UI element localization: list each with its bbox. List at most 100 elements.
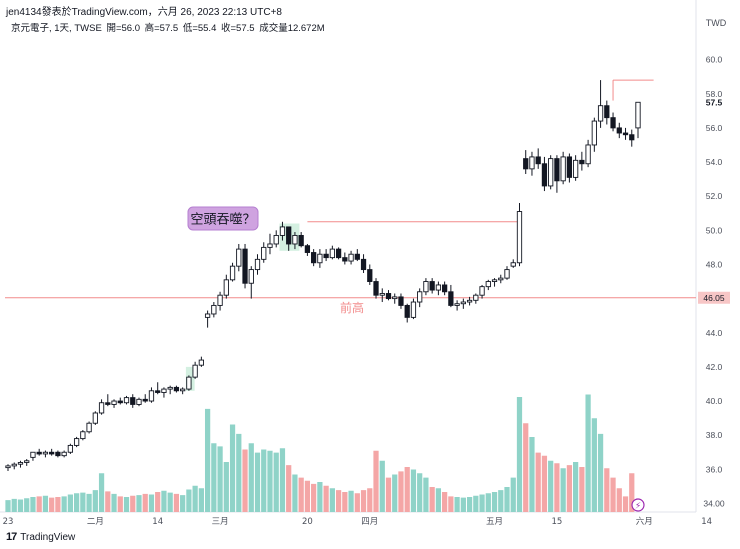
candle[interactable] bbox=[186, 375, 192, 391]
candle[interactable] bbox=[622, 127, 629, 140]
candle[interactable] bbox=[504, 266, 510, 280]
candle[interactable] bbox=[585, 139, 591, 168]
candle[interactable] bbox=[161, 387, 167, 398]
candle[interactable] bbox=[610, 112, 616, 132]
candle[interactable] bbox=[491, 278, 498, 287]
candle[interactable] bbox=[261, 242, 267, 263]
brand-label[interactable]: TradingView bbox=[20, 531, 76, 543]
candle[interactable] bbox=[442, 281, 448, 296]
candle[interactable] bbox=[342, 252, 348, 265]
candle[interactable] bbox=[42, 450, 49, 458]
candle[interactable] bbox=[317, 249, 323, 268]
candle[interactable] bbox=[529, 151, 535, 176]
candle[interactable] bbox=[560, 151, 566, 185]
candle[interactable] bbox=[479, 284, 485, 299]
candle[interactable] bbox=[198, 356, 204, 367]
candle[interactable] bbox=[392, 293, 398, 304]
candle[interactable] bbox=[510, 259, 516, 268]
candle[interactable] bbox=[498, 274, 504, 284]
candle[interactable] bbox=[466, 296, 473, 306]
tradingview-logo-icon[interactable]: 17 bbox=[6, 531, 17, 543]
candle[interactable] bbox=[192, 361, 198, 379]
candle[interactable] bbox=[591, 117, 597, 152]
candle[interactable] bbox=[460, 298, 466, 309]
candle[interactable] bbox=[223, 274, 229, 299]
candle[interactable] bbox=[236, 243, 242, 272]
candle[interactable] bbox=[80, 430, 86, 441]
candle[interactable] bbox=[335, 247, 342, 260]
candle[interactable] bbox=[597, 80, 604, 128]
candle[interactable] bbox=[329, 245, 335, 260]
candle[interactable] bbox=[548, 155, 554, 190]
candle[interactable] bbox=[379, 288, 385, 303]
candle[interactable] bbox=[180, 387, 186, 395]
candle[interactable] bbox=[398, 293, 404, 309]
candle[interactable] bbox=[616, 122, 622, 139]
candle[interactable] bbox=[98, 399, 105, 415]
candle[interactable] bbox=[286, 226, 292, 251]
candle[interactable] bbox=[136, 397, 142, 407]
candle[interactable] bbox=[423, 278, 429, 296]
candle[interactable] bbox=[49, 448, 55, 456]
candle[interactable] bbox=[17, 460, 24, 468]
callout-box[interactable] bbox=[187, 206, 259, 231]
candle[interactable] bbox=[142, 394, 148, 403]
candle[interactable] bbox=[354, 249, 360, 262]
candle[interactable] bbox=[105, 394, 111, 407]
candle[interactable] bbox=[367, 264, 373, 285]
prior-high-price-tag[interactable] bbox=[698, 291, 730, 304]
candle[interactable] bbox=[541, 156, 548, 192]
candle[interactable] bbox=[304, 243, 311, 256]
candle[interactable] bbox=[148, 387, 155, 403]
candle[interactable] bbox=[5, 464, 11, 472]
candle[interactable] bbox=[204, 310, 211, 328]
candle[interactable] bbox=[111, 399, 117, 408]
alert-icon[interactable]: ⚡ bbox=[631, 498, 645, 512]
candle[interactable] bbox=[385, 290, 392, 301]
candle[interactable] bbox=[523, 150, 529, 174]
candle[interactable] bbox=[248, 266, 254, 299]
candle[interactable] bbox=[130, 394, 136, 408]
candle[interactable] bbox=[579, 151, 585, 171]
candle[interactable] bbox=[55, 450, 61, 458]
candle[interactable] bbox=[360, 254, 367, 273]
candle[interactable] bbox=[92, 411, 98, 425]
candle[interactable] bbox=[242, 243, 248, 289]
candle[interactable] bbox=[30, 451, 36, 461]
candle[interactable] bbox=[211, 302, 217, 318]
candle[interactable] bbox=[173, 385, 180, 393]
candle[interactable] bbox=[117, 397, 123, 405]
candle[interactable] bbox=[273, 230, 279, 248]
candle[interactable] bbox=[323, 249, 329, 262]
candle[interactable] bbox=[435, 281, 442, 296]
candle[interactable] bbox=[417, 288, 423, 308]
candle[interactable] bbox=[279, 221, 286, 241]
candle[interactable] bbox=[454, 300, 460, 311]
candle[interactable] bbox=[572, 155, 579, 181]
candle[interactable] bbox=[229, 262, 236, 282]
candle[interactable] bbox=[73, 436, 80, 448]
symbol-name[interactable]: 京元電子, 1天, TWSE bbox=[11, 23, 102, 34]
candle[interactable] bbox=[298, 232, 304, 248]
candle[interactable] bbox=[629, 129, 635, 147]
candle[interactable] bbox=[535, 148, 541, 169]
candle[interactable] bbox=[24, 459, 30, 466]
candle[interactable] bbox=[635, 101, 641, 139]
candle[interactable] bbox=[516, 203, 523, 267]
candle[interactable] bbox=[404, 303, 410, 323]
candle[interactable] bbox=[123, 395, 130, 405]
candle[interactable] bbox=[292, 232, 298, 250]
candle[interactable] bbox=[267, 233, 273, 255]
candle[interactable] bbox=[217, 291, 223, 311]
candle[interactable] bbox=[348, 250, 354, 265]
candle[interactable] bbox=[311, 249, 317, 267]
candle[interactable] bbox=[485, 279, 491, 291]
candle[interactable] bbox=[61, 450, 67, 458]
candle[interactable] bbox=[67, 443, 74, 454]
candle[interactable] bbox=[410, 298, 417, 320]
candle[interactable] bbox=[86, 421, 92, 434]
candle[interactable] bbox=[566, 153, 573, 183]
candle[interactable] bbox=[429, 278, 435, 294]
candle[interactable] bbox=[11, 462, 17, 470]
